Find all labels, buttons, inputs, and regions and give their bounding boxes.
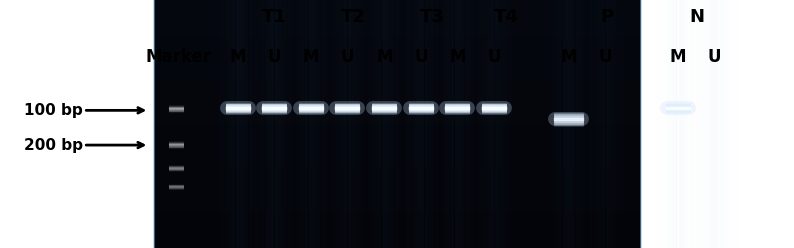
Text: U: U [340,48,354,66]
Text: M: M [561,48,576,66]
Text: U: U [414,48,428,66]
Text: P: P [601,8,614,26]
Text: U: U [487,48,501,66]
Text: U: U [267,48,281,66]
Text: T3: T3 [420,8,445,26]
Bar [155,0,639,248]
Text: M: M [230,48,246,66]
Text: U: U [707,48,722,66]
Text: M: M [449,48,465,66]
Text: T2: T2 [341,8,366,26]
Text: M: M [303,48,319,66]
Text: T1: T1 [261,8,287,26]
Text: 100 bp: 100 bp [24,103,83,118]
Text: 200 bp: 200 bp [24,138,83,153]
Text: Marker: Marker [145,48,212,66]
Text: U: U [598,48,612,66]
Text: M: M [376,48,392,66]
Text: T4: T4 [494,8,519,26]
Text: N: N [690,8,704,26]
Text: M: M [670,48,686,66]
